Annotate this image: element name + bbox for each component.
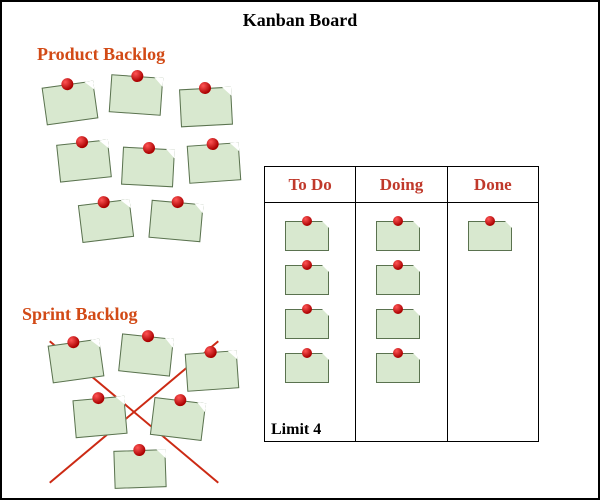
sticky-note (109, 74, 164, 116)
sticky-note (118, 333, 174, 376)
sticky-note (376, 309, 420, 339)
sticky-note (376, 221, 420, 251)
sticky-note (150, 397, 206, 441)
column-done-body (448, 203, 538, 441)
product-backlog-label: Product Backlog (37, 44, 165, 65)
sticky-note (56, 139, 112, 182)
sticky-note (376, 353, 420, 383)
column-todo-header: To Do (265, 167, 355, 203)
sprint-backlog-label: Sprint Backlog (22, 304, 138, 325)
column-doing-body (356, 203, 446, 441)
sticky-note (468, 221, 512, 251)
sticky-note (376, 265, 420, 295)
sticky-note (187, 142, 242, 184)
sticky-note (121, 147, 175, 188)
sticky-note (285, 309, 329, 339)
sticky-note (285, 265, 329, 295)
column-doing: Doing (356, 167, 447, 441)
sticky-note (285, 353, 329, 383)
kanban-diagram: Kanban Board Product Backlog Sprint Back… (0, 0, 600, 500)
kanban-board: To Do Limit 4 Doing Done (264, 166, 539, 442)
sticky-note (285, 221, 329, 251)
column-todo: To Do Limit 4 (265, 167, 356, 441)
column-done-header: Done (448, 167, 538, 203)
sticky-note (78, 199, 134, 243)
sticky-note (179, 87, 233, 128)
sticky-note (48, 339, 105, 384)
sticky-note (113, 449, 166, 489)
column-todo-body (265, 203, 355, 419)
limit-label: Limit 4 (265, 419, 355, 441)
column-doing-header: Doing (356, 167, 446, 203)
column-done: Done (448, 167, 538, 441)
sticky-note (42, 81, 99, 126)
page-title: Kanban Board (2, 10, 598, 31)
sticky-note (185, 350, 240, 392)
sticky-note (148, 200, 203, 242)
sticky-note (72, 396, 127, 438)
